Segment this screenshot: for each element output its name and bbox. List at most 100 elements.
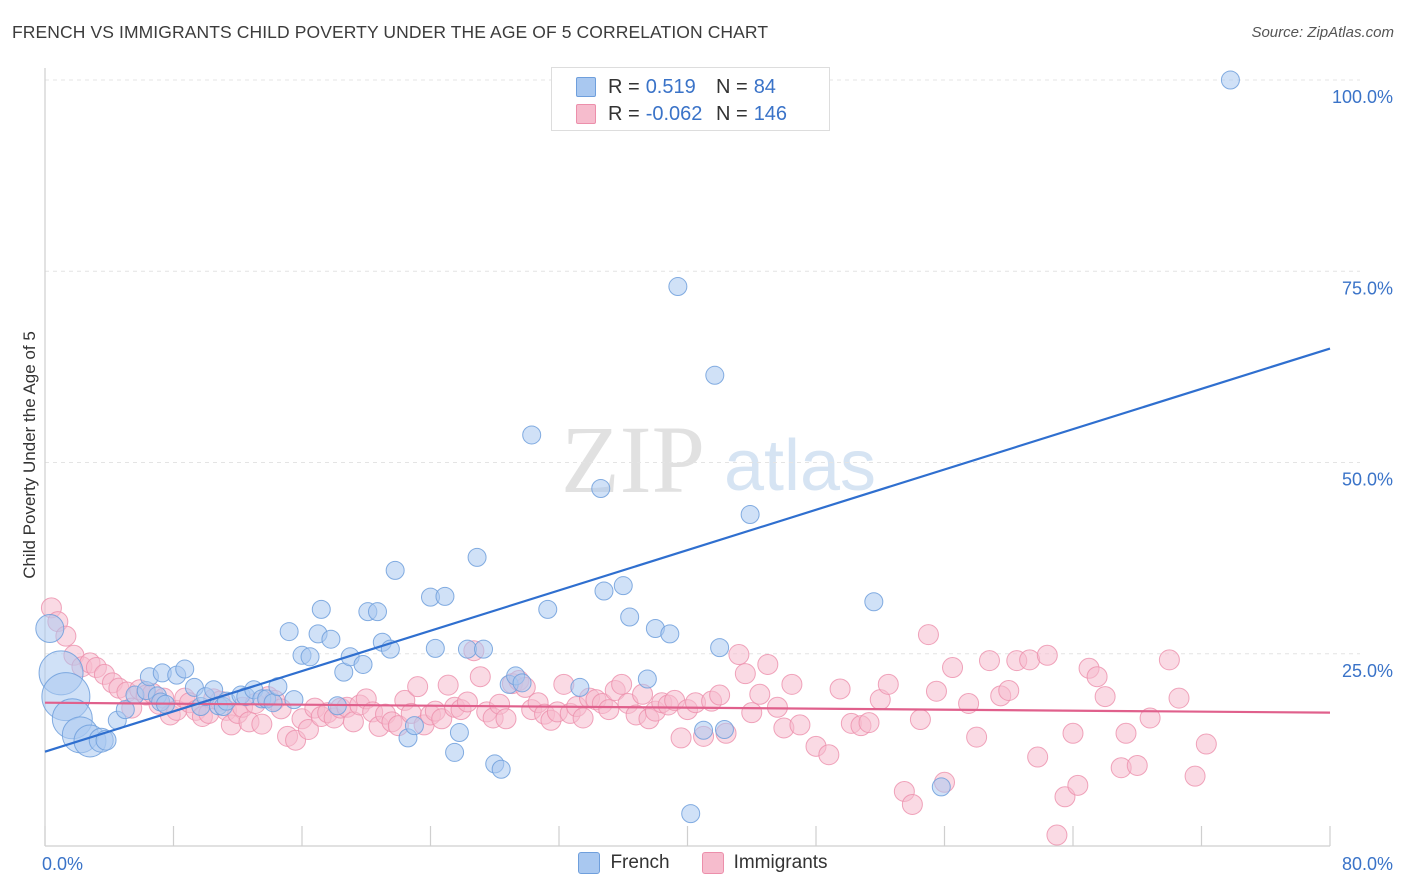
immigrants-point [407, 676, 429, 698]
immigrants-point [437, 674, 459, 696]
french-point [705, 365, 725, 385]
french-point [931, 777, 951, 797]
immigrants-point [757, 653, 779, 675]
grid-lines [45, 79, 1360, 655]
french-point [522, 425, 542, 445]
trend-lines [44, 347, 1331, 753]
immigrants-point [469, 666, 491, 688]
legend-r-value-immigrants: -0.062 [645, 102, 703, 125]
correlation-legend: R = 0.519 N = 84 R = -0.062 N = 146 [551, 67, 830, 131]
french-point [1220, 70, 1240, 90]
immigrants-point [1027, 746, 1049, 768]
french-point [681, 804, 701, 824]
immigrants-point [917, 624, 939, 646]
immigrants-point [728, 644, 750, 666]
series-swatch-immigrants [701, 852, 724, 874]
watermark-zip: ZIP [561, 406, 705, 513]
tick-labels: 25.0% 50.0% 75.0% 100.0% 0.0% 80.0% [42, 87, 1393, 874]
french-point [425, 638, 445, 658]
french-point [864, 592, 884, 612]
y-tick-label: 25.0% [1342, 661, 1393, 681]
immigrants-point [858, 712, 880, 734]
series-legend: French Immigrants [0, 852, 1406, 874]
immigrants-point [966, 726, 988, 748]
french-point [445, 742, 465, 762]
immigrants-point [611, 673, 633, 695]
immigrants-points [40, 597, 1217, 846]
legend-row-french: R = 0.519 N = 84 [576, 75, 776, 99]
watermark-atlas: atlas [724, 426, 876, 506]
legend-r-value-french: 0.519 [645, 75, 696, 98]
french-point [594, 581, 614, 601]
immigrants-point [749, 683, 771, 705]
french-point [404, 716, 424, 736]
immigrants-point [958, 692, 980, 714]
french-point [284, 690, 304, 710]
french-point [620, 607, 640, 627]
french-point [740, 505, 760, 525]
french-trend-line [44, 347, 1331, 753]
immigrants-point [789, 714, 811, 736]
french-point [714, 719, 734, 739]
french-point [591, 479, 611, 499]
immigrants-point [901, 793, 923, 815]
french-point [353, 654, 373, 674]
french-point [613, 576, 633, 596]
y-tick-label: 100.0% [1332, 87, 1393, 107]
immigrants-point [1046, 824, 1068, 846]
series-legend-french[interactable]: French [578, 852, 670, 874]
french-point [449, 723, 469, 743]
french-point [367, 602, 387, 622]
immigrants-point [456, 691, 478, 713]
series-legend-immigrants[interactable]: Immigrants [701, 852, 828, 874]
french-point [311, 599, 331, 619]
legend-n-value-immigrants: 146 [753, 102, 788, 125]
french-point [512, 673, 532, 693]
axes [44, 68, 1331, 847]
immigrants-point [572, 707, 594, 729]
immigrants-point [909, 709, 931, 731]
immigrants-point [670, 727, 692, 749]
immigrants-point [297, 718, 319, 740]
immigrants-point [1086, 666, 1108, 688]
french-point [538, 599, 558, 619]
immigrants-point [942, 657, 964, 679]
chart-title: FRENCH VS IMMIGRANTS CHILD POVERTY UNDER… [12, 22, 769, 42]
immigrants-point [877, 673, 899, 695]
immigrants-point [1168, 687, 1190, 709]
immigrants-point [1115, 722, 1137, 744]
legend-row-immigrants: R = -0.062 N = 146 [576, 102, 787, 126]
legend-n-label: N = [716, 102, 748, 125]
series-swatch-french [578, 852, 601, 874]
source-label: Source: ZipAtlas.com [1251, 24, 1394, 41]
immigrants-point [251, 713, 273, 735]
french-point [175, 659, 195, 679]
french-point [474, 639, 494, 659]
immigrants-point [1158, 649, 1180, 671]
x-tick-label: 80.0% [1342, 854, 1393, 874]
french-points [35, 70, 1240, 824]
y-tick-label: 75.0% [1342, 278, 1393, 298]
french-point [570, 677, 590, 697]
immigrants-point [1195, 733, 1217, 755]
immigrants-point [1062, 722, 1084, 744]
french-point [491, 759, 511, 779]
immigrants-point [709, 684, 731, 706]
series-name-french: French [610, 852, 670, 873]
immigrants-trend-line [44, 701, 1331, 714]
immigrants-point [1094, 686, 1116, 708]
french-point [694, 720, 714, 740]
immigrants-point [978, 650, 1000, 672]
immigrants-point [1067, 774, 1089, 796]
immigrants-point [553, 673, 575, 695]
legend-r-label: R = [608, 102, 640, 125]
immigrants-point [1019, 649, 1041, 671]
french-point [279, 622, 299, 642]
french-point [457, 639, 477, 659]
immigrants-point [741, 702, 763, 724]
immigrants-point [998, 679, 1020, 701]
french-point [668, 277, 688, 297]
immigrants-point [1139, 707, 1161, 729]
immigrants-point [598, 699, 620, 721]
